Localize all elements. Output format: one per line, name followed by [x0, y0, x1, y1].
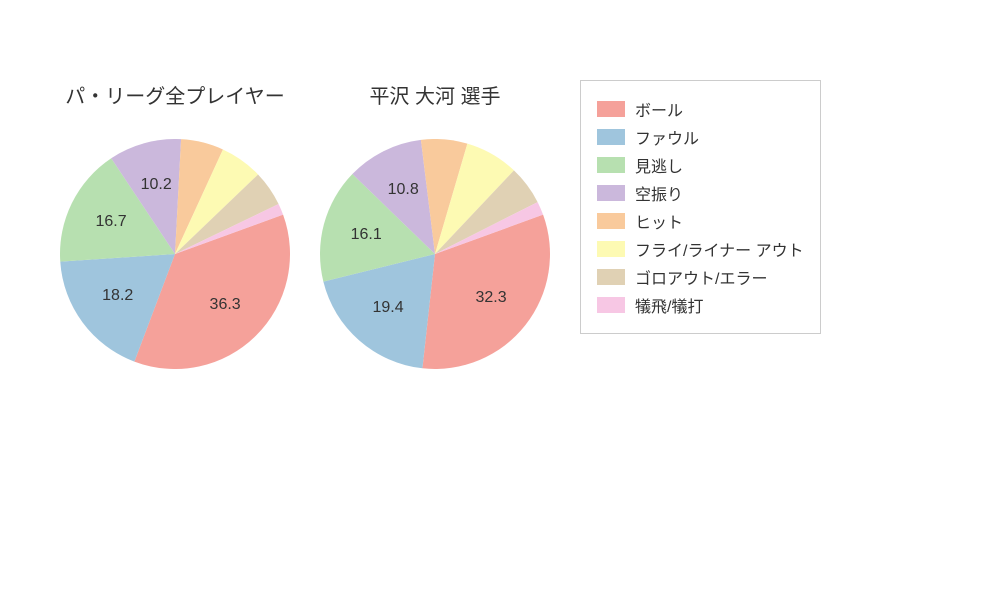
- pie-block-0: パ・リーグ全プレイヤー 36.318.216.710.2: [60, 80, 290, 369]
- legend-label-sac: 犠飛/犠打: [635, 293, 703, 317]
- legend-row-ball: ボール: [597, 97, 804, 121]
- legend-swatch-hit: [597, 213, 625, 229]
- legend-swatch-flyliner: [597, 241, 625, 257]
- chart-container: パ・リーグ全プレイヤー 36.318.216.710.2 平沢 大河 選手 32…: [0, 0, 1000, 409]
- pie-chart-1: 32.319.416.110.8: [320, 139, 550, 369]
- legend-row-swing: 空振り: [597, 181, 804, 205]
- legend-swatch-foul: [597, 129, 625, 145]
- legend-label-ball: ボール: [635, 97, 683, 121]
- legend-swatch-swing: [597, 185, 625, 201]
- legend-label-ground: ゴロアウト/エラー: [635, 265, 767, 289]
- legend-label-foul: ファウル: [635, 125, 699, 149]
- legend-swatch-ground: [597, 269, 625, 285]
- legend-swatch-looking: [597, 157, 625, 173]
- legend-row-foul: ファウル: [597, 125, 804, 149]
- legend: ボールファウル見逃し空振りヒットフライ/ライナー アウトゴロアウト/エラー犠飛/…: [580, 80, 821, 334]
- legend-row-looking: 見逃し: [597, 153, 804, 177]
- legend-row-hit: ヒット: [597, 209, 804, 233]
- legend-row-flyliner: フライ/ライナー アウト: [597, 237, 804, 261]
- legend-label-swing: 空振り: [635, 181, 683, 205]
- legend-label-flyliner: フライ/ライナー アウト: [635, 237, 804, 261]
- pie-title-1: 平沢 大河 選手: [369, 80, 500, 109]
- legend-row-ground: ゴロアウト/エラー: [597, 265, 804, 289]
- legend-row-sac: 犠飛/犠打: [597, 293, 804, 317]
- pie-chart-0: 36.318.216.710.2: [60, 139, 290, 369]
- legend-swatch-ball: [597, 101, 625, 117]
- pie-block-1: 平沢 大河 選手 32.319.416.110.8: [320, 80, 550, 369]
- legend-swatch-sac: [597, 297, 625, 313]
- pie-title-0: パ・リーグ全プレイヤー: [65, 80, 284, 109]
- legend-label-looking: 見逃し: [635, 153, 683, 177]
- legend-label-hit: ヒット: [635, 209, 683, 233]
